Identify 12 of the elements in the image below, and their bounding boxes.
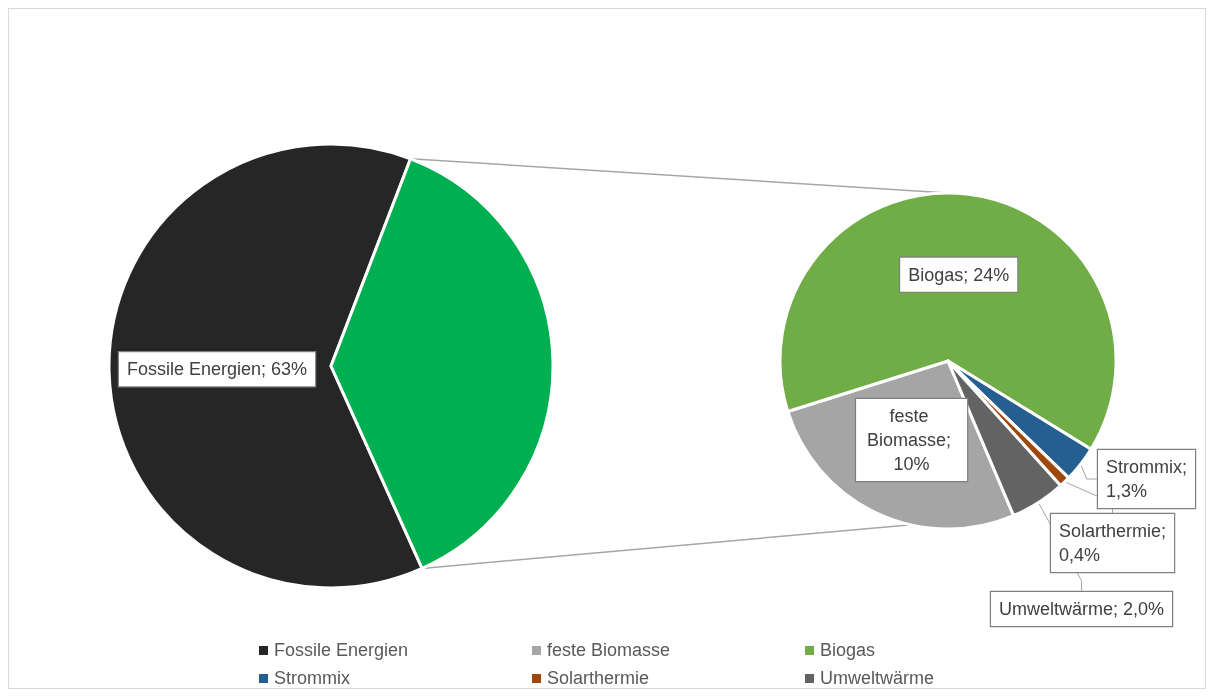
legend-label: Strommix [274,667,350,689]
data-label: Strommix; 1,3% [1106,457,1187,501]
data-label: Biogas; 24% [908,264,1010,285]
legend-label: Umweltwärme [820,667,935,689]
legend-label: Solarthermie [547,667,650,689]
legend-label: feste Biomasse [547,639,671,661]
data-label: Fossile Energien; 63% [126,359,308,380]
legend-label: Biogas [820,639,876,661]
data-label: Umweltwärme; 2,0% [999,599,1165,619]
legend-label: Fossile Energien [274,639,409,661]
data-label: Solarthermie; 0,4% [1059,521,1167,565]
data-label: feste Biomasse; 10% [867,406,957,475]
